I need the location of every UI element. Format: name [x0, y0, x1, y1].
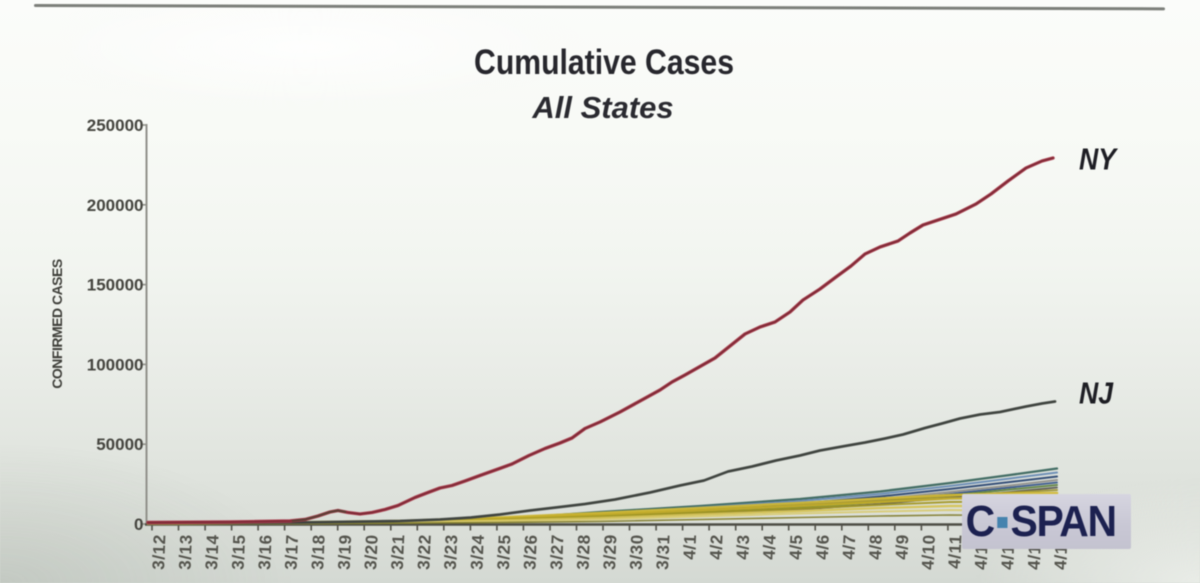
svg-text:150000: 150000	[87, 276, 144, 295]
svg-text:50000: 50000	[96, 435, 143, 454]
svg-text:CONFIRMED CASES: CONFIRMED CASES	[49, 259, 65, 389]
svg-text:100000: 100000	[87, 355, 144, 374]
svg-text:3/28: 3/28	[573, 534, 594, 570]
svg-text:3/15: 3/15	[229, 534, 250, 570]
svg-text:4/10: 4/10	[918, 534, 939, 570]
svg-text:250000: 250000	[87, 116, 144, 135]
svg-text:200000: 200000	[87, 196, 144, 215]
svg-text:3/24: 3/24	[467, 534, 488, 570]
svg-text:3/26: 3/26	[520, 534, 541, 570]
svg-text:3/27: 3/27	[547, 534, 568, 570]
svg-text:3/17: 3/17	[282, 534, 303, 570]
svg-text:3/25: 3/25	[494, 534, 515, 570]
svg-text:4/5: 4/5	[786, 534, 806, 560]
svg-text:4/11: 4/11	[945, 534, 965, 569]
svg-text:3/12: 3/12	[149, 534, 170, 570]
svg-text:3/29: 3/29	[600, 534, 621, 570]
svg-text:3/20: 3/20	[361, 534, 382, 570]
svg-text:3/21: 3/21	[388, 534, 409, 570]
svg-text:4/3: 4/3	[733, 534, 753, 560]
svg-text:3/14: 3/14	[202, 534, 223, 570]
svg-text:3/22: 3/22	[414, 534, 435, 570]
svg-text:3/23: 3/23	[441, 534, 462, 570]
svg-text:NJ: NJ	[1079, 377, 1114, 411]
svg-text:3/30: 3/30	[626, 534, 647, 570]
svg-text:3/13: 3/13	[175, 534, 196, 570]
svg-text:3/19: 3/19	[335, 534, 356, 570]
svg-text:4/7: 4/7	[839, 534, 859, 560]
svg-text:NY: NY	[1079, 143, 1119, 177]
svg-text:4/6: 4/6	[813, 534, 833, 560]
svg-text:4/2: 4/2	[707, 534, 727, 560]
svg-text:4/4: 4/4	[760, 534, 780, 560]
svg-text:3/18: 3/18	[308, 534, 329, 570]
svg-text:4/1: 4/1	[680, 534, 700, 560]
svg-text:3/31: 3/31	[653, 534, 674, 570]
svg-text:0: 0	[134, 515, 143, 534]
svg-text:4/8: 4/8	[866, 534, 886, 560]
svg-text:3/16: 3/16	[255, 534, 276, 570]
svg-text:4/9: 4/9	[892, 534, 912, 560]
